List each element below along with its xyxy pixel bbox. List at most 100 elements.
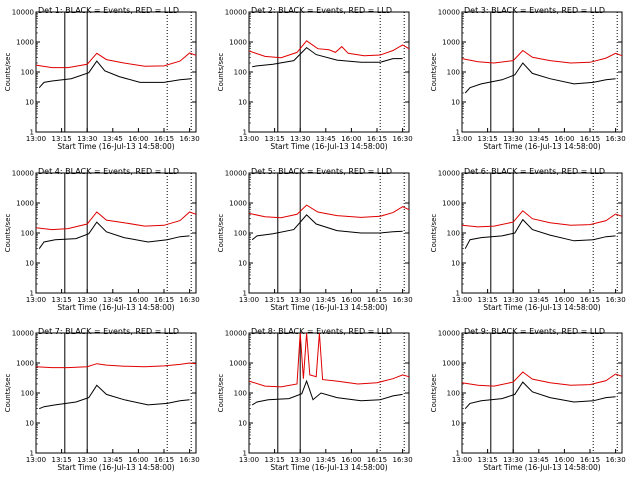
- x-tick-label: 13:30: [290, 296, 310, 304]
- x-tick-label: 13:45: [316, 135, 336, 143]
- y-tick-label: 10: [238, 99, 247, 107]
- x-tick-label: 16:30: [180, 456, 200, 464]
- y-tick-label: 1: [243, 450, 247, 458]
- x-tick-label: 13:00: [239, 456, 259, 464]
- panel-det-7: Det 7: BLACK = Events, RED = LLD 1 10 100 10…: [4, 327, 200, 472]
- events-series-line: [464, 381, 616, 410]
- panel-det-1: Det 1: BLACK = Events, RED = LLD 1 10 100 10…: [4, 6, 200, 151]
- y-tick-label: 100: [447, 230, 460, 238]
- y-axis-label: Counts/sec: [430, 374, 438, 413]
- x-tick-label: 13:45: [529, 296, 549, 304]
- y-axis-label: Counts/sec: [430, 214, 438, 253]
- x-tick-label: 16:15: [367, 296, 387, 304]
- panel-title: Det 9: BLACK = Events, RED = LLD: [464, 327, 605, 336]
- x-tick-label: 13:00: [452, 135, 472, 143]
- y-tick-label: 1000: [442, 39, 460, 47]
- plot-frame: [35, 332, 197, 454]
- y-axis-label: Counts/sec: [217, 374, 225, 413]
- y-tick-label: 1: [243, 290, 247, 298]
- plot-frame: [35, 172, 197, 294]
- x-tick-label: 13:45: [529, 135, 549, 143]
- panel-det-2: Det 2: BLACK = Events, RED = LLD 1 10 100 10…: [217, 6, 413, 151]
- x-tick-label: 13:00: [239, 296, 259, 304]
- plot-frame: [461, 11, 623, 133]
- x-tick-label: 13:45: [103, 456, 123, 464]
- y-tick-label: 10000: [12, 170, 34, 178]
- y-tick-label: 10: [238, 420, 247, 428]
- x-tick-label: 16:15: [580, 296, 600, 304]
- x-tick-label: 16:15: [580, 135, 600, 143]
- y-tick-label: 10: [451, 99, 460, 107]
- panel-det-3: Det 3: BLACK = Events, RED = LLD 1 10 100 10…: [430, 6, 626, 151]
- y-tick-label: 10: [451, 260, 460, 268]
- panel-det-9: Det 9: BLACK = Events, RED = LLD 1 10 100 10…: [430, 327, 626, 472]
- x-tick-label: 13:15: [52, 296, 72, 304]
- panel-det-5: Det 5: BLACK = Events, RED = LLD 1 10 100 10…: [217, 167, 413, 312]
- x-tick-label: 13:45: [316, 456, 336, 464]
- plot-frame: [248, 11, 410, 133]
- y-tick-label: 10: [25, 99, 34, 107]
- y-tick-label: 10: [238, 260, 247, 268]
- y-tick-label: 100: [21, 230, 34, 238]
- panel-title: Det 8: BLACK = Events, RED = LLD: [251, 327, 392, 336]
- lld-series-line: [35, 211, 197, 231]
- x-tick-label: 13:45: [316, 296, 336, 304]
- events-series-line: [251, 379, 403, 406]
- x-axis-label: Start Time (16-Jul-13 14:58:00): [270, 142, 387, 151]
- x-tick-label: 13:15: [478, 296, 498, 304]
- y-tick-label: 10000: [225, 9, 247, 17]
- x-axis-label: Start Time (16-Jul-13 14:58:00): [483, 463, 600, 472]
- y-tick-label: 1000: [16, 360, 34, 368]
- x-tick-label: 13:15: [52, 135, 72, 143]
- panel-det-6: Det 6: BLACK = Events, RED = LLD 1 10 100 10…: [430, 167, 626, 312]
- x-tick-label: 16:30: [393, 456, 413, 464]
- y-tick-label: 100: [234, 390, 247, 398]
- events-series-line: [39, 384, 190, 410]
- x-tick-label: 16:30: [180, 135, 200, 143]
- x-tick-label: 16:15: [367, 456, 387, 464]
- panel-title: Det 1: BLACK = Events, RED = LLD: [38, 6, 179, 15]
- y-tick-label: 10000: [12, 9, 34, 17]
- x-axis-label: Start Time (16-Jul-13 14:58:00): [483, 142, 600, 151]
- y-tick-label: 100: [21, 390, 34, 398]
- y-tick-label: 10: [25, 420, 34, 428]
- y-tick-label: 1: [456, 129, 460, 137]
- x-axis-label: Start Time (16-Jul-13 14:58:00): [57, 142, 174, 151]
- lld-series-line: [248, 40, 410, 59]
- panel-title: Det 5: BLACK = Events, RED = LLD: [251, 167, 392, 176]
- y-tick-label: 1000: [442, 200, 460, 208]
- lld-series-line: [461, 371, 623, 387]
- events-series-line: [38, 221, 190, 249]
- x-tick-label: 16:30: [180, 296, 200, 304]
- panel-title: Det 6: BLACK = Events, RED = LLD: [464, 167, 605, 176]
- lld-series-line: [248, 332, 410, 388]
- x-axis-label: Start Time (16-Jul-13 14:58:00): [270, 303, 387, 312]
- x-tick-label: 13:30: [290, 135, 310, 143]
- y-tick-label: 10: [25, 260, 34, 268]
- y-tick-label: 10000: [438, 170, 460, 178]
- x-tick-label: 16:15: [154, 456, 174, 464]
- x-tick-label: 16:00: [554, 296, 574, 304]
- y-tick-label: 10: [451, 420, 460, 428]
- panel-title: Det 4: BLACK = Events, RED = LLD: [38, 167, 179, 176]
- y-tick-label: 100: [21, 69, 34, 77]
- x-tick-label: 13:00: [452, 296, 472, 304]
- x-tick-label: 13:15: [265, 296, 285, 304]
- events-series-line: [38, 60, 192, 89]
- x-tick-label: 13:00: [26, 456, 46, 464]
- y-axis-label: Counts/sec: [4, 53, 12, 92]
- x-tick-label: 16:00: [128, 296, 148, 304]
- y-axis-label: Counts/sec: [4, 374, 12, 413]
- y-tick-label: 1: [456, 450, 460, 458]
- x-tick-label: 16:00: [341, 296, 361, 304]
- x-tick-label: 16:30: [393, 296, 413, 304]
- lld-series-line: [461, 49, 623, 64]
- lld-series-line: [35, 52, 197, 69]
- x-tick-label: 16:15: [154, 296, 174, 304]
- x-tick-label: 13:30: [290, 456, 310, 464]
- x-tick-label: 13:00: [452, 456, 472, 464]
- y-axis-label: Counts/sec: [430, 53, 438, 92]
- events-series-line: [464, 62, 616, 94]
